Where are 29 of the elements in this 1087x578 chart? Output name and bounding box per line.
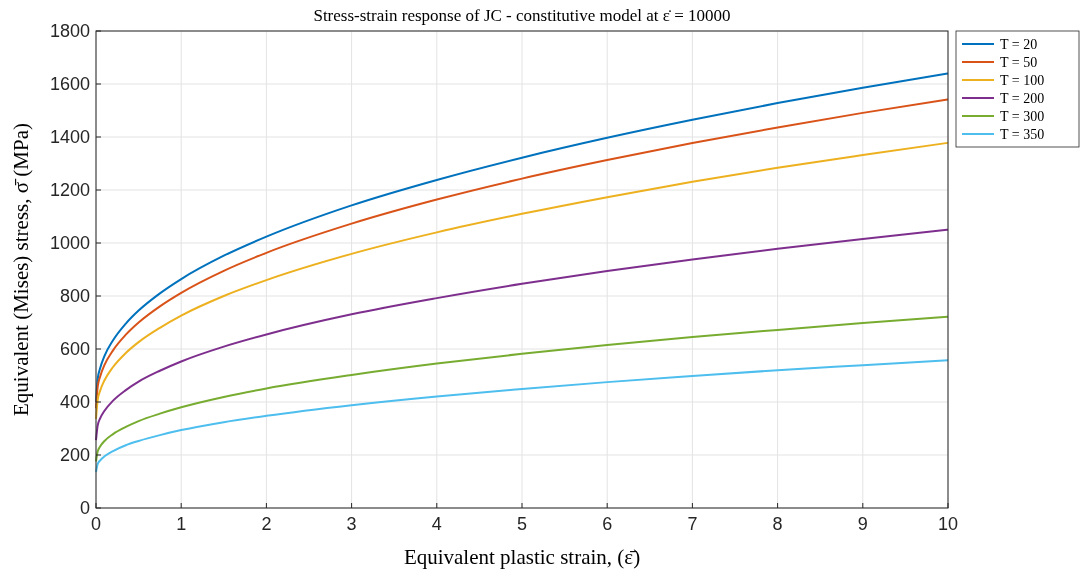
x-tick-label: 8	[772, 514, 783, 534]
y-tick-label: 1600	[49, 74, 90, 94]
x-tick-label: 4	[431, 514, 442, 534]
y-tick-label: 1000	[49, 233, 90, 253]
x-axis-title: Equivalent plastic strain, (ε̄)	[403, 545, 641, 569]
chart-title: Stress-strain response of JC - constitutive model at ε̇ = 10000	[313, 6, 731, 25]
y-tick-label: 0	[79, 498, 90, 518]
x-tick-label: 1	[176, 514, 187, 534]
x-tick-label: 3	[346, 514, 357, 534]
legend-label: T = 350	[1000, 127, 1045, 142]
x-tick-label: 7	[687, 514, 698, 534]
y-tick-label: 400	[59, 392, 90, 412]
x-tick-label: 9	[857, 514, 868, 534]
x-tick-label: 6	[602, 514, 613, 534]
legend-label: T = 20	[1000, 37, 1038, 52]
legend-label: T = 50	[1000, 55, 1038, 70]
legend-label: T = 200	[1000, 91, 1045, 106]
y-tick-label: 1800	[49, 21, 90, 41]
y-tick-label: 200	[59, 445, 90, 465]
legend-label: T = 300	[1000, 109, 1045, 124]
y-tick-label: 1200	[49, 180, 90, 200]
x-tick-label: 5	[516, 514, 528, 534]
y-tick-label: 800	[59, 286, 90, 306]
y-tick-label: 1400	[49, 127, 90, 147]
x-tick-label: 10	[937, 514, 959, 534]
x-tick-label: 2	[261, 514, 272, 534]
y-tick-label: 600	[59, 339, 90, 359]
legend-label: T = 100	[1000, 73, 1045, 88]
y-axis-title: Equivalent (Mises) stress, σ̄ (MPa)	[9, 122, 33, 417]
